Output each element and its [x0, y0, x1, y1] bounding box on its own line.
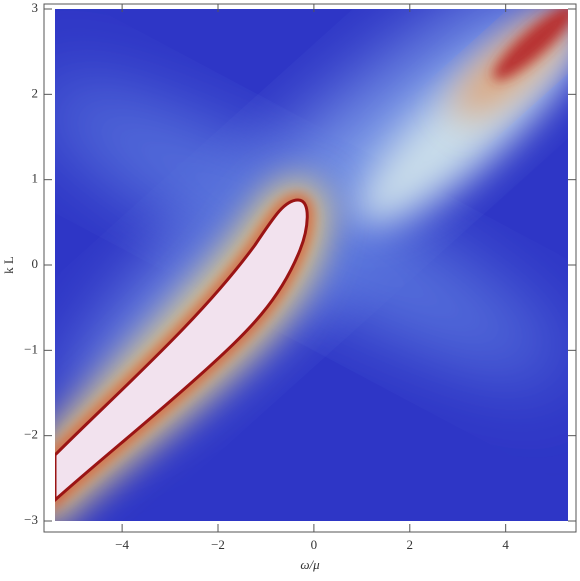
y-tick-label: 2	[32, 85, 39, 100]
frame	[43, 3, 577, 533]
y-tick-label: −1	[24, 341, 38, 356]
y-tick-label: 1	[32, 171, 39, 186]
y-tick-label: −3	[24, 512, 38, 527]
y-tick-label: 0	[32, 256, 39, 271]
x-tick-label: 2	[407, 537, 414, 552]
upper-peak	[493, 9, 568, 81]
x-tick-label: 4	[502, 537, 509, 552]
x-tick-label: 0	[311, 537, 318, 552]
x-tick-label: −4	[115, 537, 129, 552]
y-axis-label: k L	[1, 256, 16, 274]
x-tick-label: −2	[211, 537, 225, 552]
y-tick-label: −2	[24, 427, 38, 442]
density-field	[55, 9, 568, 521]
x-axis-label: ω/μ	[300, 557, 320, 572]
y-tick-label: 3	[32, 0, 39, 15]
saturated-region	[55, 198, 309, 503]
